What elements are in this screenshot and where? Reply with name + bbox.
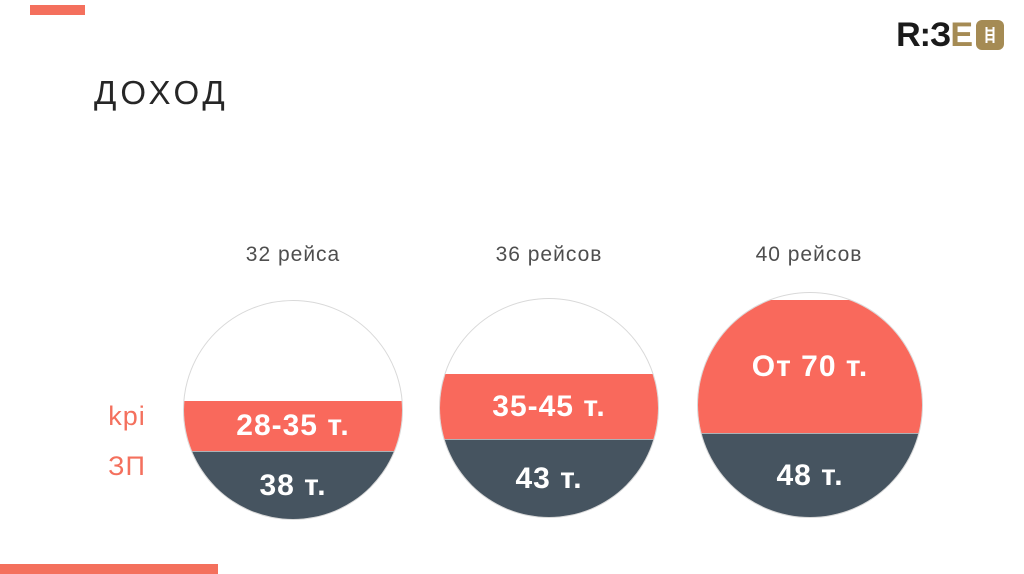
logo-text-black: R:З [896,16,951,54]
logo-text-tan: Е [950,16,973,54]
row-label-salary: ЗП [108,451,146,481]
salary-segment: 38 т. [184,451,402,519]
logo-badge [976,20,1004,50]
kpi-value: 35-45 т. [492,389,606,423]
kpi-segment: От 70 т. [698,300,922,433]
income-circle-40: От 70 т. 48 т. [697,292,923,518]
circle-header-32: 32 рейса [245,243,341,266]
salary-value: 48 т. [776,458,844,492]
bottom-left-accent-bar [0,564,218,574]
salary-value: 43 т. [515,461,583,495]
salary-value: 38 т. [259,468,327,502]
slide-title: ДОХОД [94,74,229,111]
row-label-kpi: kpi [108,401,146,431]
top-left-accent-bar [30,5,85,15]
logo: R:З Е [896,18,1004,52]
circle-header-36: 36 рейсов [495,243,603,266]
salary-segment: 48 т. [698,433,922,517]
circle-header-40: 40 рейсов [755,243,863,266]
empty-segment [698,293,922,300]
kpi-segment: 28-35 т. [184,401,402,451]
kpi-value: От 70 т. [751,349,869,383]
empty-segment [184,301,402,401]
kpi-segment: 35-45 т. [440,374,658,439]
income-circle-36: 35-45 т. 43 т. [439,298,659,518]
salary-segment: 43 т. [440,439,658,517]
income-circle-32: 28-35 т. 38 т. [183,300,403,520]
empty-segment [440,299,658,374]
ladder-icon [985,27,995,43]
kpi-value: 28-35 т. [236,409,350,442]
